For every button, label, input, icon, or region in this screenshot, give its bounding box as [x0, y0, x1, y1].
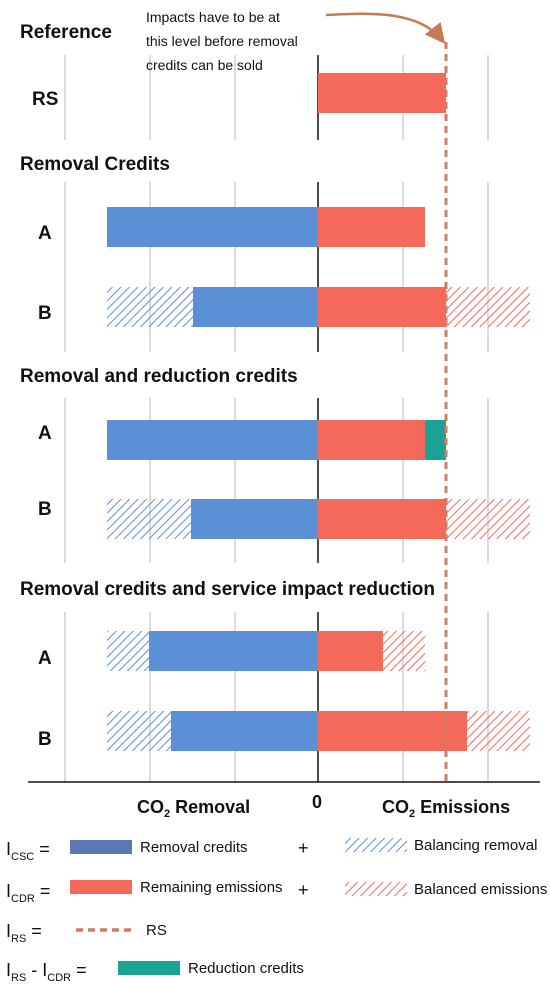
- axis-label-zero: 0: [312, 792, 322, 812]
- legend-swatch-reduction-credits: [118, 961, 180, 975]
- bar-b-removal: [171, 711, 318, 751]
- row-label-rs: RS: [32, 89, 58, 110]
- bar-b-removal: [193, 287, 318, 327]
- legend: ICSC = Removal credits + Balancing remov…: [6, 837, 547, 984]
- bar-a-removal: [107, 420, 318, 460]
- bar-a-emission: [318, 631, 383, 671]
- removal-credits-title: Removal Credits: [20, 154, 170, 175]
- legend-rs-formula: IRS =: [6, 921, 42, 945]
- bar-a-balanced-emission: [383, 631, 425, 671]
- bar-b-emission: [318, 287, 446, 327]
- bar-b-emission: [318, 499, 446, 539]
- axis-label-removal: CO2 Removal: [137, 797, 250, 820]
- bar-b-balancing-removal: [107, 711, 171, 751]
- bar-rs-emission: [318, 73, 446, 113]
- bar-a-emission: [318, 420, 425, 460]
- row-label-a: A: [38, 423, 52, 444]
- legend-cdr-formula: ICDR =: [6, 881, 50, 905]
- legend-plus-2: +: [298, 880, 309, 900]
- legend-rs: RS: [146, 922, 167, 939]
- bar-b-balanced-emission: [446, 287, 530, 327]
- annotation-line-3: credits can be sold: [146, 57, 263, 73]
- service-reduction-section: Removal credits and service impact reduc…: [20, 579, 530, 782]
- removal-credits-section: Removal Credits A B: [20, 154, 530, 352]
- legend-swatch-balancing-removal: [345, 838, 407, 852]
- bar-a-reduction: [425, 420, 446, 460]
- reference-section: Reference RS Impacts have to be at this …: [20, 9, 489, 140]
- service-reduction-title: Removal credits and service impact reduc…: [20, 579, 435, 600]
- bar-a-emission: [318, 207, 425, 247]
- legend-reduction-credits: Reduction credits: [188, 960, 304, 977]
- row-label-b: B: [38, 303, 52, 324]
- legend-removal-credits: Removal credits: [140, 839, 248, 856]
- removal-reduction-title: Removal and reduction credits: [20, 366, 298, 387]
- legend-reduction-formula: IRS - ICDR =: [6, 960, 87, 984]
- annotation-line-2: this level before removal: [146, 33, 298, 49]
- legend-remaining-emissions: Remaining emissions: [140, 879, 283, 896]
- bar-b-balancing-removal: [107, 499, 191, 539]
- row-label-a: A: [38, 648, 52, 669]
- legend-swatch-remaining-emissions: [70, 880, 132, 894]
- bar-b-balanced-emission: [446, 499, 530, 539]
- reference-title: Reference: [20, 22, 112, 43]
- bar-a-removal: [149, 631, 318, 671]
- legend-balancing-removal: Balancing removal: [414, 837, 537, 854]
- annotation-arrow: [325, 12, 446, 44]
- bar-b-removal: [191, 499, 318, 539]
- bar-a-removal: [107, 207, 318, 247]
- legend-balanced-emissions: Balanced emissions: [414, 881, 547, 898]
- row-label-b: B: [38, 729, 52, 750]
- legend-plus-1: +: [298, 838, 309, 858]
- annotation-line-1: Impacts have to be at: [146, 9, 280, 25]
- row-label-b: B: [38, 499, 52, 520]
- legend-csc-formula: ICSC =: [6, 839, 50, 863]
- bar-b-emission: [318, 711, 467, 751]
- bar-b-balanced-emission: [467, 711, 530, 751]
- removal-reduction-section: Removal and reduction credits A B: [20, 366, 530, 563]
- legend-swatch-removal-credits: [70, 840, 132, 854]
- bar-a-balancing-removal: [107, 631, 149, 671]
- row-label-a: A: [38, 223, 52, 244]
- bar-b-balancing-removal: [107, 287, 193, 327]
- axis-label-emissions: CO2 Emissions: [382, 797, 510, 820]
- legend-swatch-balanced-emissions: [345, 882, 407, 896]
